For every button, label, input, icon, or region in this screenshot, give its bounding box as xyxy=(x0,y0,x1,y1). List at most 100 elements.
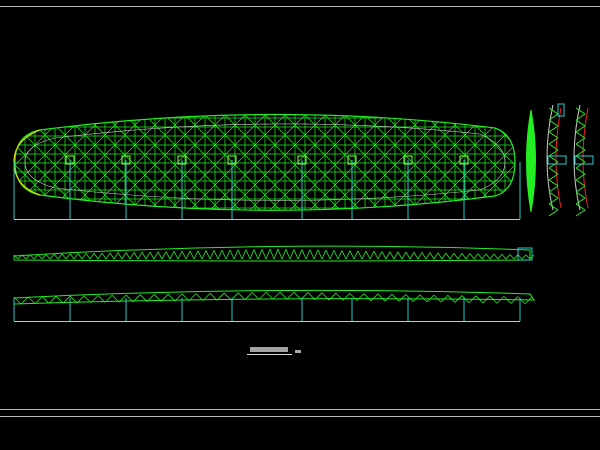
truss-member xyxy=(20,296,29,305)
truss-member xyxy=(189,250,195,260)
truss-member xyxy=(393,251,399,260)
drawing-frame xyxy=(0,6,600,417)
truss-member xyxy=(289,249,295,260)
truss-member xyxy=(333,250,339,260)
truss-member xyxy=(21,254,27,260)
truss-member xyxy=(245,249,251,260)
truss-member xyxy=(293,292,302,300)
truss-member xyxy=(265,249,271,260)
truss-member xyxy=(293,249,299,260)
diagonal xyxy=(15,114,41,211)
truss-member xyxy=(409,251,415,260)
truss-member xyxy=(548,149,559,157)
column-cap xyxy=(347,155,357,165)
truss-member xyxy=(413,252,419,260)
truss-member xyxy=(309,249,315,260)
truss-member xyxy=(337,250,343,260)
truss-member xyxy=(65,253,71,260)
truss-member xyxy=(37,254,43,260)
truss-member xyxy=(133,252,139,260)
truss-member xyxy=(440,294,449,303)
truss-member xyxy=(349,250,355,260)
truss-member xyxy=(361,250,367,260)
truss-member xyxy=(497,253,503,260)
truss-member xyxy=(454,295,463,303)
truss-member xyxy=(397,251,403,260)
inner-ring xyxy=(24,123,506,201)
truss-member xyxy=(286,291,295,300)
column-cap xyxy=(65,155,75,165)
diagonal xyxy=(15,114,81,211)
truss-member xyxy=(90,295,99,303)
diagonal xyxy=(15,114,61,211)
truss-member xyxy=(149,251,155,260)
truss-member xyxy=(253,249,259,260)
truss-member xyxy=(113,252,119,260)
truss-member xyxy=(261,249,267,260)
truss-member xyxy=(181,250,187,260)
truss-member xyxy=(405,251,411,260)
truss-member xyxy=(447,295,456,303)
diagonal xyxy=(309,114,441,211)
truss-member xyxy=(401,251,407,260)
truss-member xyxy=(146,294,155,302)
truss-member xyxy=(325,250,331,260)
truss-member xyxy=(104,295,113,303)
truss-member xyxy=(475,295,484,304)
truss-member xyxy=(69,253,75,260)
truss-member xyxy=(548,197,559,205)
truss-member xyxy=(453,253,459,260)
truss-member xyxy=(197,250,203,260)
truss-member xyxy=(381,251,387,260)
truss-member xyxy=(129,252,135,260)
truss-member xyxy=(121,252,127,260)
truss-member xyxy=(167,293,176,302)
truss-member xyxy=(161,251,167,260)
diagonal xyxy=(15,114,21,211)
truss-member xyxy=(389,251,395,260)
truss-member xyxy=(335,292,344,301)
truss-member xyxy=(209,292,218,301)
truss-member xyxy=(449,252,455,260)
truss-member xyxy=(513,254,519,260)
truss-member xyxy=(433,294,442,303)
section-chord xyxy=(573,104,581,211)
truss-member xyxy=(41,296,50,304)
truss-member xyxy=(461,253,467,260)
truss-member xyxy=(205,250,211,260)
truss-member xyxy=(137,252,143,260)
truss-member xyxy=(41,254,47,260)
plan-view xyxy=(13,113,521,220)
truss-member xyxy=(384,293,393,302)
truss-member xyxy=(285,249,291,260)
truss-member xyxy=(575,185,586,193)
truss-member xyxy=(575,119,586,127)
truss-member xyxy=(342,292,351,301)
diagonal xyxy=(429,114,515,211)
truss-member xyxy=(575,197,586,205)
truss-member xyxy=(357,250,363,260)
truss-member xyxy=(548,113,559,121)
truss-member xyxy=(101,252,107,260)
truss-member xyxy=(525,254,531,260)
truss-member xyxy=(244,292,253,300)
truss-member xyxy=(481,253,487,260)
truss-member xyxy=(313,249,319,260)
truss-member xyxy=(429,252,435,260)
truss-member xyxy=(548,203,559,211)
truss-member xyxy=(213,250,219,260)
truss-member xyxy=(510,296,519,304)
truss-member xyxy=(493,253,499,260)
truss-member xyxy=(57,253,63,260)
truss-member xyxy=(363,293,372,302)
diagonal xyxy=(15,114,41,211)
truss-member xyxy=(445,252,451,260)
diagonal xyxy=(15,114,81,211)
truss-member xyxy=(49,253,55,260)
side-elevation-view xyxy=(13,289,535,322)
truss-member xyxy=(77,253,83,260)
truss-member xyxy=(229,249,235,260)
truss-member xyxy=(83,295,92,303)
section-chord xyxy=(546,104,554,211)
